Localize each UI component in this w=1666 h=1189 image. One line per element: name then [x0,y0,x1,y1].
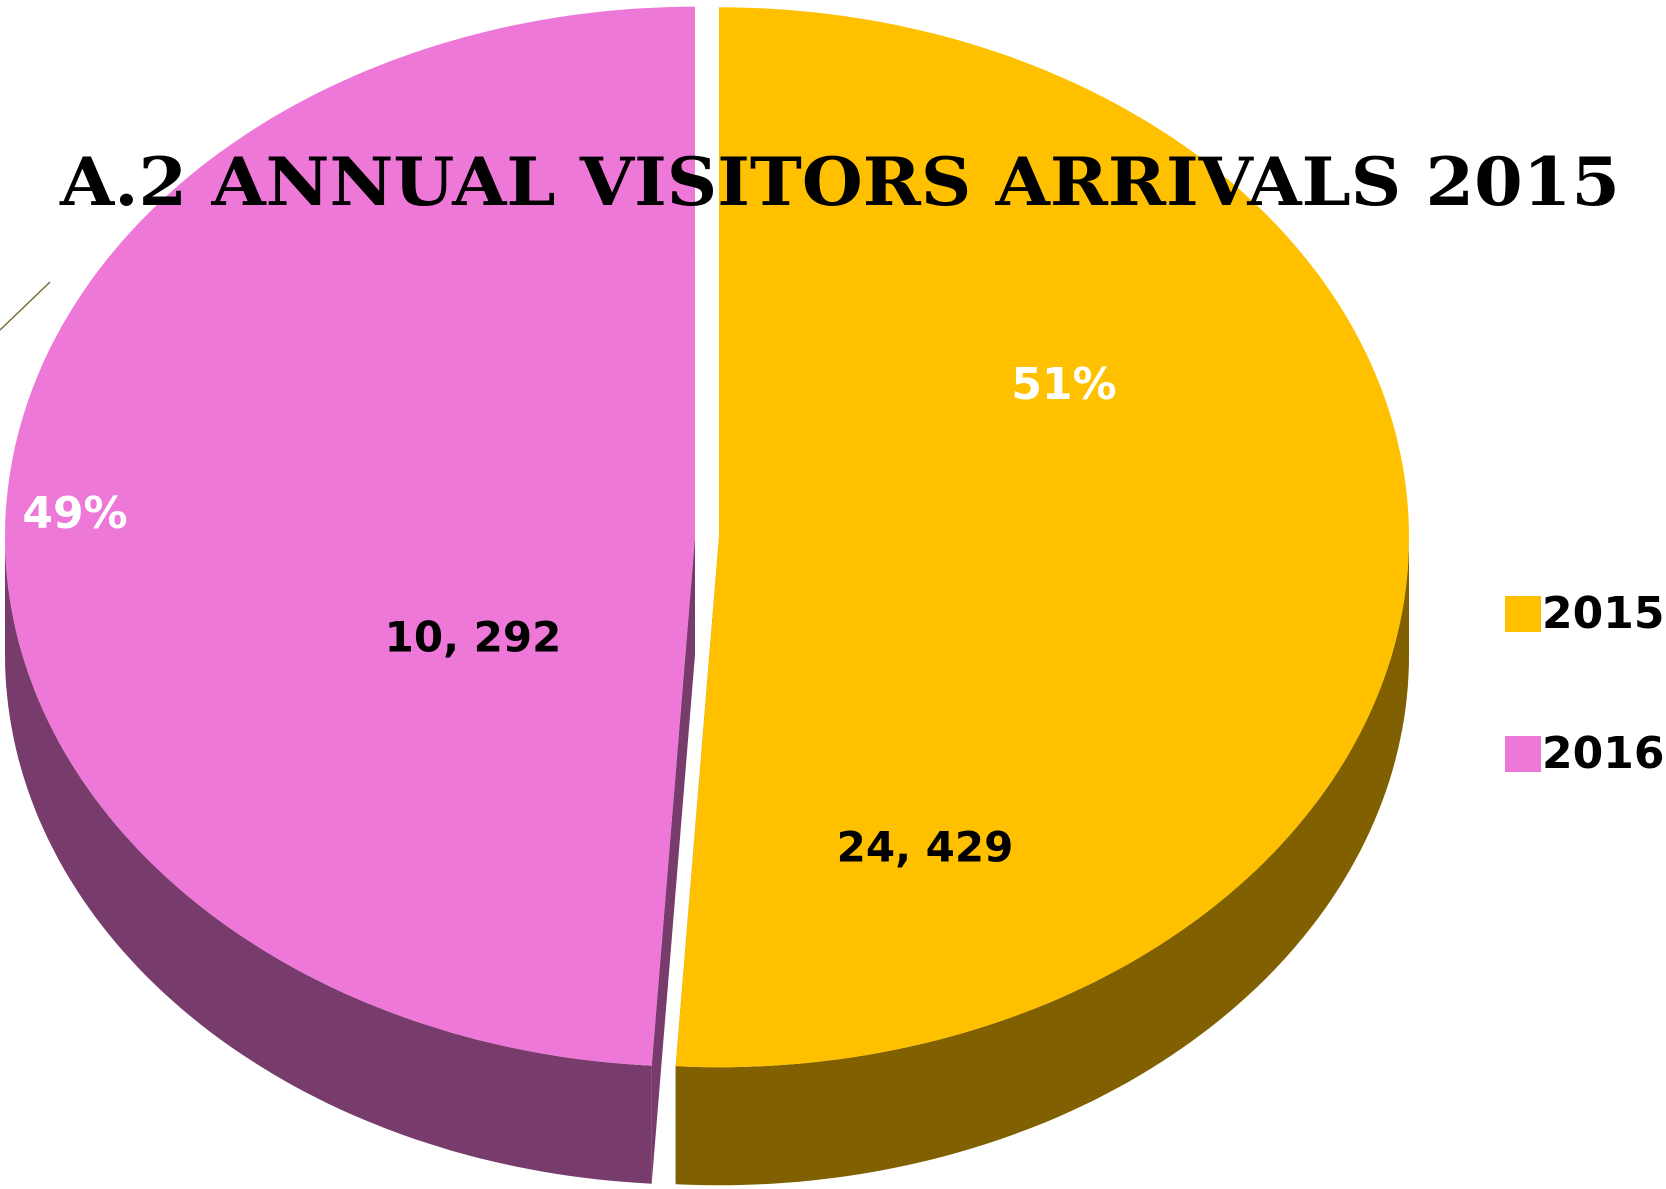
legend-label: 2015 [1542,588,1664,639]
slice-wall [5,536,652,1184]
annotation: 24, 429 [837,823,1014,872]
chart-title: A.2 ANNUAL VISITORS ARRIVALS 2015 [59,143,1620,221]
legend-swatch [1505,596,1541,632]
slice [5,6,696,1066]
legend-label: 2016 [1542,728,1664,779]
data-label: 51% [1011,359,1116,410]
pie-tops [5,6,1409,1068]
annotation: 10, 292 [385,613,562,662]
data-label: 49% [22,488,127,539]
legend-swatch [1505,736,1541,772]
slice [675,7,1409,1068]
pie-labels: 51% 24, 429 49% 10, 292 [22,359,1116,872]
decoration-line [0,281,51,331]
slice-wall [675,537,1409,1186]
slice-cut-face [651,536,696,1184]
legend: 2015 2016 [1505,588,1664,779]
